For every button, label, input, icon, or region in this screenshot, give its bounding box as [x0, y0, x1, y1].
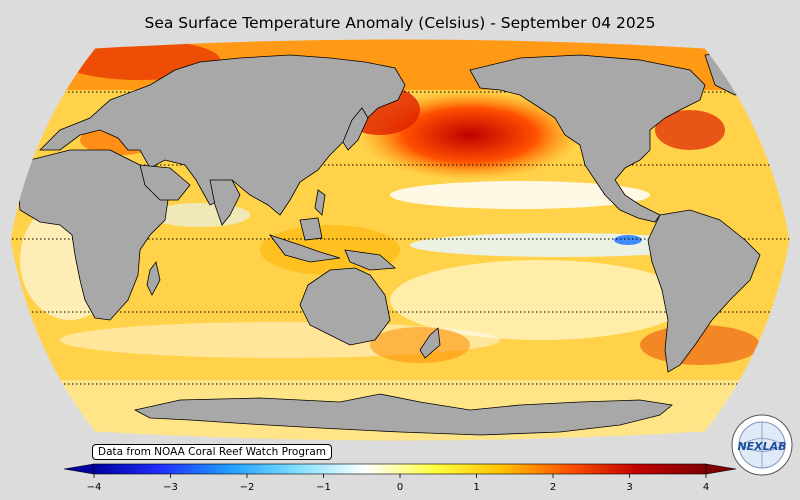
- japan-landmass: [342, 107, 369, 151]
- colorbar-bar: [93, 463, 707, 475]
- colorbar-tick-label: −1: [316, 482, 331, 493]
- logo-text: NEXLAB: [737, 440, 786, 453]
- subtropical-cool-band: [390, 181, 650, 209]
- globe-outline: [9, 38, 791, 442]
- colorbar-tick-label: 3: [626, 482, 633, 493]
- ocean-layer: [10, 39, 790, 441]
- india-landmass: [209, 179, 241, 226]
- madagascar-landmass: [146, 261, 161, 296]
- nexlab-globe-logo: NEXLAB: [731, 414, 793, 476]
- colorbar-tick-marks: [93, 474, 707, 478]
- borneo-landmass: [299, 217, 323, 241]
- land-masses: [17, 49, 771, 436]
- colorbar-tick-label: 2: [549, 482, 557, 493]
- colorbar-tick-label: −3: [163, 482, 178, 493]
- arabia-landmass: [139, 164, 191, 201]
- colorbar-tick-label: −4: [86, 482, 102, 493]
- data-credit-label: Data from NOAA Coral Reef Watch Program: [92, 444, 332, 460]
- australia-landmass: [299, 267, 391, 346]
- galapagos-cold-spot: [614, 235, 642, 245]
- eurasia-landmass: [39, 54, 406, 216]
- new-zealand-landmass: [419, 327, 441, 359]
- north-america-landmass: [469, 54, 706, 223]
- colorbar-tick-label: 0: [396, 482, 404, 493]
- philippines-landmass: [314, 189, 326, 216]
- antarctica-landmass: [133, 393, 673, 436]
- colorbar-min-arrow: [63, 463, 95, 475]
- colorbar-tick-label: 4: [702, 482, 710, 493]
- map-title: Sea Surface Temperature Anomaly (Celsius…: [144, 14, 656, 32]
- colorbar-max-arrow: [705, 463, 737, 475]
- south-america-landmass: [647, 209, 761, 373]
- colorbar-tick-label: 1: [473, 482, 480, 493]
- south-pacific-pale-patch: [390, 260, 690, 340]
- new-guinea-landmass: [344, 249, 396, 271]
- colorbar-tick-label: −2: [239, 482, 255, 493]
- tasman-sea-warm: [370, 327, 470, 363]
- nw-atlantic-warm-patch: [655, 110, 725, 150]
- colorbar: [63, 463, 737, 478]
- indonesia-landmass: [268, 234, 341, 263]
